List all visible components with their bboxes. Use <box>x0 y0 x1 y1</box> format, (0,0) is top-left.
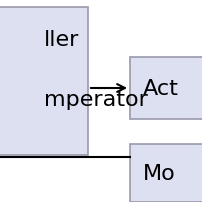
Bar <box>129 144 202 202</box>
Text: mperator: mperator <box>44 89 147 109</box>
Text: Mo: Mo <box>142 163 175 183</box>
Bar <box>0 8 87 155</box>
Text: Act: Act <box>142 79 178 99</box>
Text: ller: ller <box>44 30 79 50</box>
Bar <box>129 58 202 119</box>
